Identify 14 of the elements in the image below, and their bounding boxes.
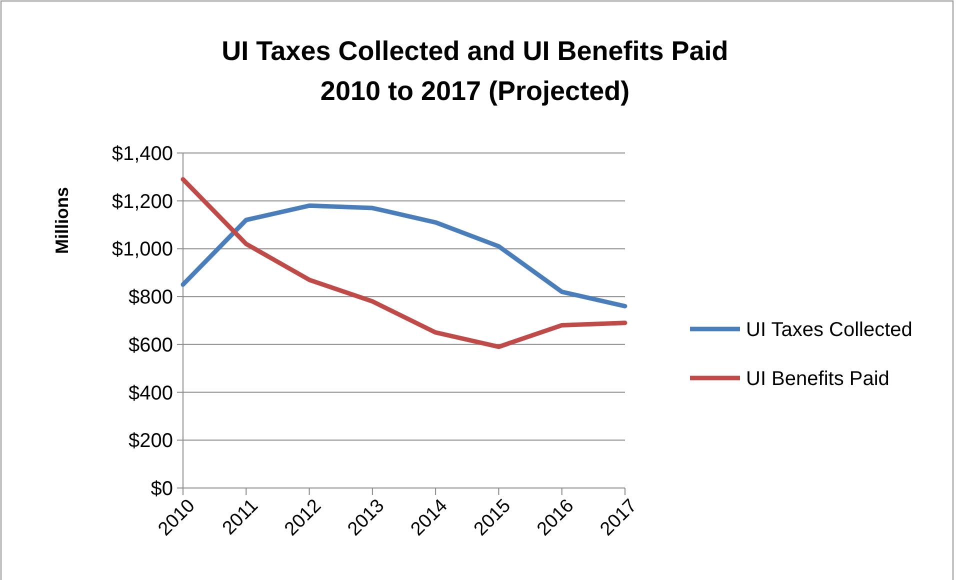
y-tick-label: $1,000 (112, 238, 173, 261)
y-tick-label: $800 (128, 286, 173, 309)
legend-label: UI Taxes Collected (746, 319, 912, 341)
chart-title: UI Taxes Collected and UI Benefits Paid 2010 to 2017 (Projected) (222, 36, 728, 106)
line-series (180, 203, 628, 308)
y-tick-label: $1,400 (112, 143, 173, 165)
y-tick-label: $0 (150, 478, 173, 500)
y-tick-label: $200 (128, 430, 173, 452)
legend-label: UI Benefits Paid (746, 368, 890, 390)
line-series (180, 177, 628, 350)
y-tick-label: $400 (128, 382, 173, 404)
y-tick-label: $600 (128, 334, 173, 356)
y-tick-label: $1,200 (112, 190, 173, 213)
y-axis-title: Millions (52, 187, 72, 254)
